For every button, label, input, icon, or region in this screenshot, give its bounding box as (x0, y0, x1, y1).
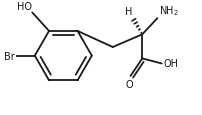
Text: O: O (125, 80, 132, 89)
Text: H: H (125, 7, 132, 17)
Text: NH$_2$: NH$_2$ (158, 4, 178, 18)
Text: OH: OH (162, 58, 177, 68)
Text: HO: HO (17, 2, 32, 12)
Text: Br: Br (4, 51, 14, 61)
